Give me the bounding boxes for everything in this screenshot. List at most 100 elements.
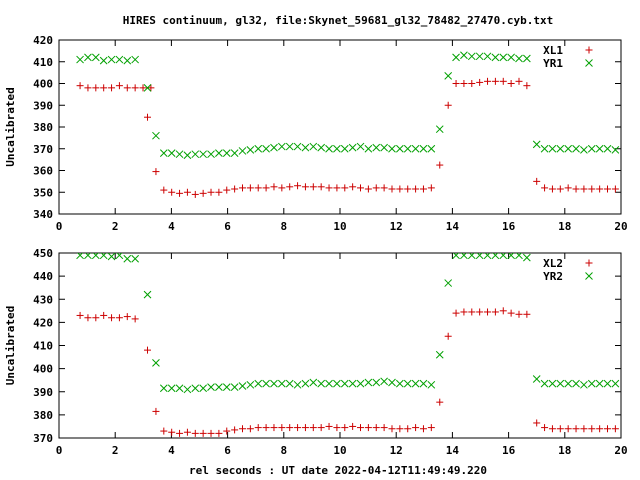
y-tick-label: 440 <box>33 270 53 283</box>
data-point-xl2 <box>468 308 476 316</box>
y-tick-label: 400 <box>33 363 53 376</box>
data-point-xl1 <box>123 84 131 92</box>
y-tick-label: 380 <box>33 409 53 422</box>
data-point-yr2 <box>159 384 168 393</box>
data-point-yr2 <box>333 379 341 388</box>
data-point-xl1 <box>556 185 564 193</box>
data-point-xl2 <box>183 428 191 436</box>
plot-frame <box>58 252 622 439</box>
bottom-panel: 0 2 4 6 8 10 12 14 16 18 20 370 380 390 400 410 420 430 44… <box>4 247 628 457</box>
data-point-yr2 <box>611 379 620 388</box>
data-point-xl2 <box>254 424 262 432</box>
x-tick-label: 4 <box>168 444 175 457</box>
y-tick-label: 390 <box>33 386 53 399</box>
data-point-xl2 <box>309 424 317 432</box>
data-point-yr1 <box>293 142 302 151</box>
data-point-yr2 <box>254 379 263 388</box>
data-point-xl2 <box>372 424 380 432</box>
data-point-xl1 <box>100 84 108 92</box>
data-point-yr2 <box>452 253 460 260</box>
data-point-xl2 <box>380 424 388 432</box>
data-point-xl1 <box>131 84 139 92</box>
data-point-xl1 <box>191 190 199 198</box>
data-point-yr1 <box>309 142 318 151</box>
data-point-xl2 <box>341 424 349 432</box>
data-point-yr1 <box>411 144 420 153</box>
data-point-xl2 <box>168 428 176 436</box>
data-point-yr1 <box>364 144 373 153</box>
x-tick-label: 4 <box>168 220 175 233</box>
data-point-yr2 <box>107 253 116 261</box>
chart-title: HIRES continuum, gl32, file:Skynet_59681… <box>123 14 553 27</box>
data-point-yr2 <box>532 375 541 383</box>
data-point-xl1 <box>404 185 412 193</box>
data-point-yr2 <box>84 253 92 260</box>
data-point-yr2 <box>215 383 223 391</box>
data-point-xl1 <box>199 189 207 197</box>
x-tick-label: 2 <box>112 220 119 233</box>
y-tick-label: 340 <box>33 208 53 221</box>
legend-label-xl1: XL1 <box>543 44 563 57</box>
data-point-yr1 <box>84 53 92 62</box>
data-point-xl2 <box>533 419 541 427</box>
data-point-yr1 <box>540 144 549 153</box>
data-point-xl1 <box>176 189 184 197</box>
data-point-xl2 <box>515 310 523 318</box>
x-tick-label: 14 <box>446 220 460 233</box>
data-point-xl2 <box>556 425 564 433</box>
data-point-xl2 <box>92 314 100 322</box>
data-point-yr2 <box>564 379 573 388</box>
data-point-yr2 <box>348 379 357 388</box>
data-point-yr2 <box>91 253 100 260</box>
data-point-xl1 <box>139 84 147 92</box>
data-point-yr2 <box>167 384 176 393</box>
data-point-xl1 <box>183 188 191 196</box>
data-point-yr2 <box>395 379 404 388</box>
data-point-yr1 <box>515 54 523 63</box>
data-point-xl2 <box>444 332 452 340</box>
data-point-xl2 <box>419 425 427 433</box>
data-point-yr2 <box>309 378 318 387</box>
data-point-yr2 <box>372 378 381 387</box>
x-tick-label: 12 <box>390 220 403 233</box>
data-point-xl2 <box>396 425 404 433</box>
data-point-xl1 <box>380 184 388 192</box>
data-point-yr2 <box>143 290 152 299</box>
data-point-yr2 <box>293 380 302 389</box>
data-point-yr2 <box>491 253 500 260</box>
data-point-xl2 <box>484 308 492 316</box>
data-point-xl2 <box>238 425 246 433</box>
data-point-xl2 <box>404 425 412 433</box>
data-point-xl2 <box>123 313 131 321</box>
data-point-yr1 <box>467 52 476 61</box>
x-tick-label: 12 <box>390 444 403 457</box>
data-point-yr1 <box>325 144 333 153</box>
data-point-xl1 <box>419 185 427 193</box>
data-point-yr2 <box>499 253 508 260</box>
data-point-yr2 <box>191 384 200 393</box>
data-point-xl2 <box>176 429 184 437</box>
x-tick-label: 16 <box>502 220 516 233</box>
data-point-yr2 <box>301 379 310 388</box>
data-point-yr2 <box>427 380 436 389</box>
data-point-xl1 <box>349 183 357 191</box>
data-point-xl2 <box>286 424 294 432</box>
data-point-yr1 <box>199 150 208 159</box>
data-point-xl2 <box>507 309 515 317</box>
x-tick-label: 0 <box>56 444 63 457</box>
data-point-yr2 <box>603 379 612 388</box>
data-point-xl1 <box>84 84 92 92</box>
data-point-xl1 <box>76 82 84 90</box>
data-point-yr1 <box>395 144 404 153</box>
data-point-yr1 <box>115 55 124 64</box>
data-point-yr1 <box>159 149 168 157</box>
data-point-xl2 <box>191 429 199 437</box>
data-point-xl2 <box>115 314 123 322</box>
data-point-yr2 <box>364 378 373 387</box>
data-point-xl1 <box>396 185 404 193</box>
data-point-xl1 <box>223 186 231 194</box>
x-tick-label: 8 <box>280 444 287 457</box>
data-point-yr1 <box>564 144 573 153</box>
data-point-xl1 <box>427 184 435 192</box>
data-point-xl2 <box>160 427 168 435</box>
